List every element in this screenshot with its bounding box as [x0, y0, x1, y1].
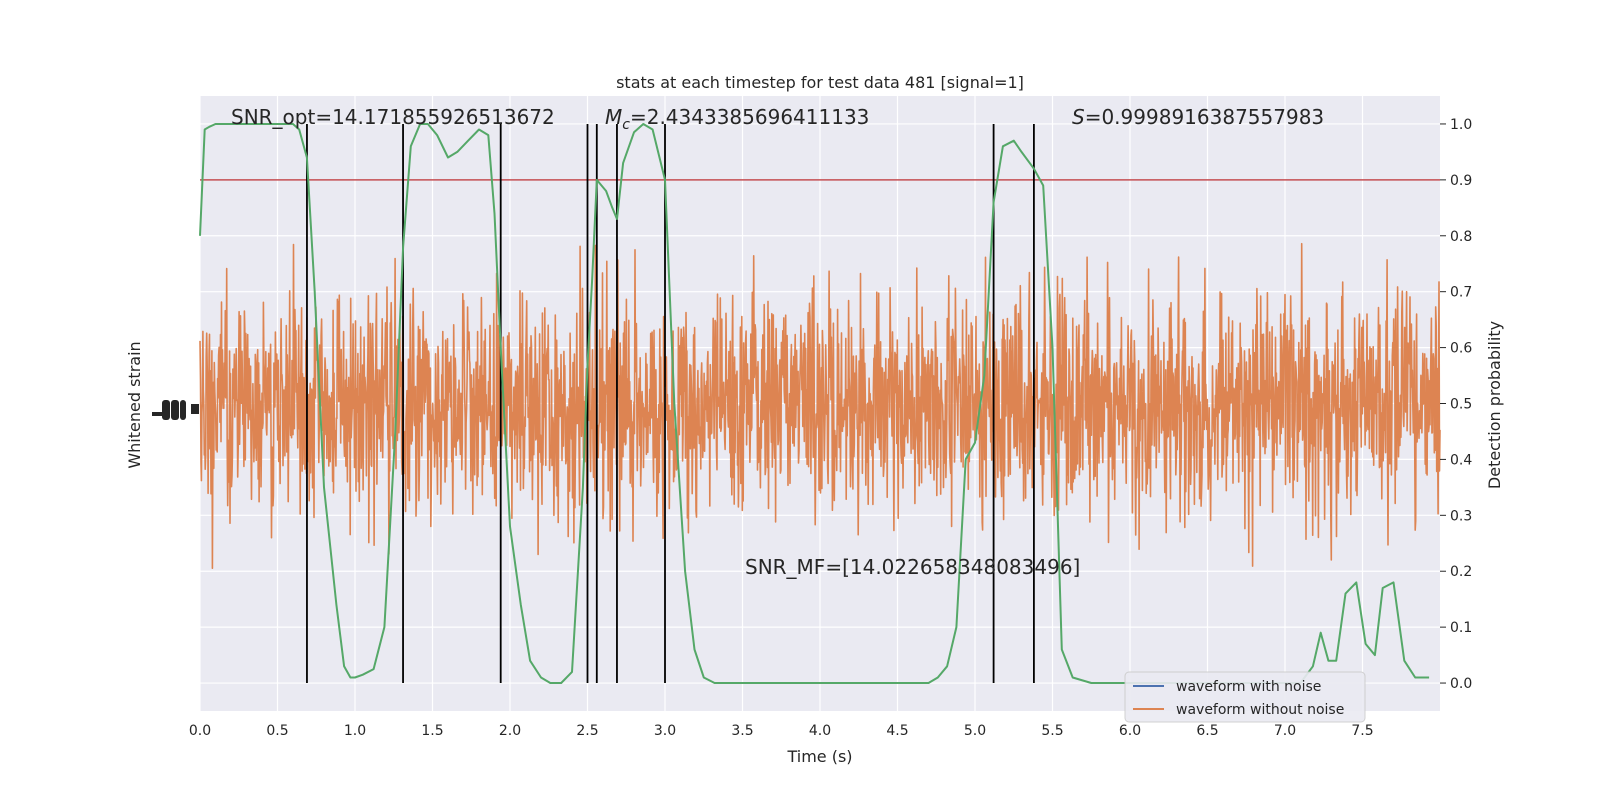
legend-box — [1124, 671, 1366, 723]
x-tick-label: 4.5 — [886, 723, 908, 739]
chirp-mass-annotation: Mc=2.4343385696411133 — [605, 105, 869, 133]
x-axis-label: Time (s) — [786, 747, 852, 766]
legend-label-waveform-without-noise: waveform without noise — [1176, 702, 1344, 718]
x-tick-label: 3.0 — [654, 723, 676, 739]
x-tick-label: 1.0 — [344, 723, 366, 739]
legend: waveform with noise waveform without noi… — [1124, 671, 1366, 723]
left-axis-tick-glyph — [152, 400, 199, 420]
x-tick-label: 2.0 — [499, 723, 521, 739]
x-tick-label: 6.0 — [1119, 723, 1141, 739]
x-tick-label: 7.0 — [1274, 723, 1296, 739]
y-right-tick-label: 0.1 — [1450, 620, 1472, 636]
y-right-tick-label: 0.4 — [1450, 452, 1472, 468]
x-tick-label: 4.0 — [809, 723, 831, 739]
x-tick-label: 5.0 — [964, 723, 986, 739]
x-tick-label: 1.5 — [421, 723, 443, 739]
y-axis-left-label: Whitened strain — [125, 341, 144, 468]
legend-label-waveform-with-noise: waveform with noise — [1176, 679, 1321, 695]
waveform-without-noise-trace — [199, 242, 1441, 569]
snr-opt-annotation: SNR_opt=14.171855926513672 — [231, 105, 555, 129]
axis-ticks: 0.0 0.5 1.0 1.5 2.0 2.5 3.0 3.5 4.0 4.5 5.0 5.5 6.0 6… — [189, 117, 1472, 739]
y-right-tick-label: 0.9 — [1450, 173, 1472, 189]
significance-annotation: S=0.9998916387557983 — [1072, 105, 1324, 129]
snr-mf-annotation: SNR_MF=[14.022658348083496] — [745, 555, 1080, 579]
x-tick-label: 2.5 — [576, 723, 598, 739]
y-right-tick-label: 0.2 — [1450, 564, 1472, 580]
x-tick-label: 3.5 — [731, 723, 753, 739]
y-right-tick-label: 0.6 — [1450, 341, 1472, 357]
y-right-tick-label: 0.8 — [1450, 229, 1472, 245]
noise-trace-path — [199, 242, 1441, 569]
x-tick-label: 0.5 — [266, 723, 288, 739]
y-right-tick-label: 0.5 — [1450, 397, 1472, 413]
y-right-tick-label: 0.3 — [1450, 508, 1472, 524]
y-axis-right-label: Detection probability — [1485, 321, 1504, 489]
x-tick-label: 7.5 — [1351, 723, 1373, 739]
x-tick-label: 6.5 — [1196, 723, 1218, 739]
x-tick-label: 0.0 — [189, 723, 211, 739]
y-right-tick-label: 1.0 — [1450, 117, 1472, 133]
x-tick-label: 5.5 — [1041, 723, 1063, 739]
chart-title: stats at each timestep for test data 481… — [616, 73, 1024, 92]
y-right-tick-label: 0.7 — [1450, 285, 1472, 301]
y-right-tick-label: 0.0 — [1450, 676, 1472, 692]
